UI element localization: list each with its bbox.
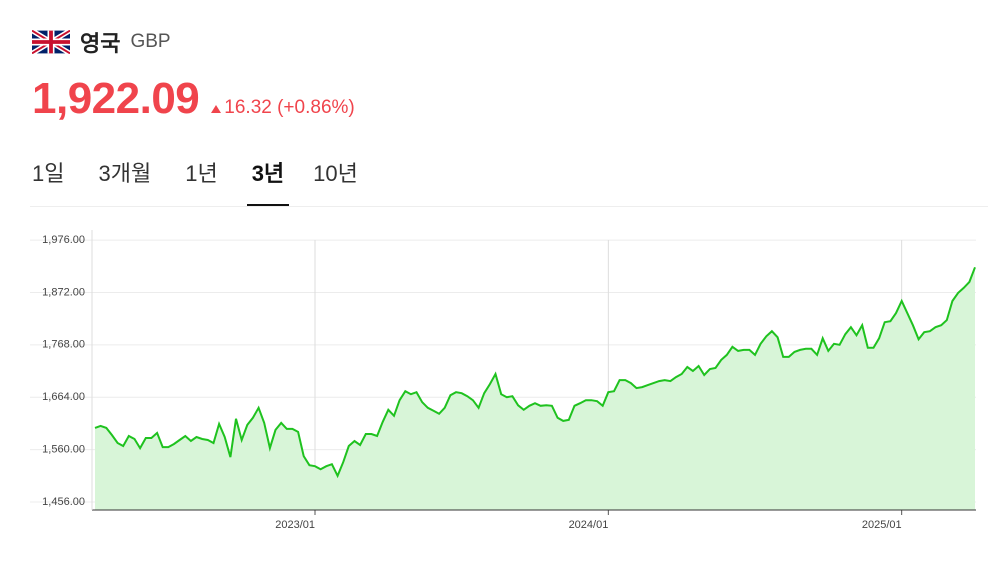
y-tick-label: 1,976.00 <box>42 234 85 246</box>
flag-icon <box>32 30 70 54</box>
period-tab[interactable]: 3개월 <box>98 161 152 186</box>
line <box>94 266 976 479</box>
header: 영국 GBP <box>32 26 171 58</box>
price-box: 1,922.09 16.32 (+0.86%) <box>32 74 355 124</box>
period-tabs: 1일 3개월 1년 3년 10년 <box>32 156 392 206</box>
y-tick-label: 1,872.00 <box>42 286 85 298</box>
period-tab[interactable]: 1년 <box>185 161 218 186</box>
y-tick-label: 1,560.00 <box>42 443 85 455</box>
x-tick-label: 2024/01 <box>569 519 609 531</box>
y-tick-label: 1,664.00 <box>42 391 85 403</box>
price: 1,922.09 <box>32 74 200 123</box>
x-tick-label: 2023/01 <box>275 519 315 531</box>
y-tick-label: 1,768.00 <box>42 339 85 351</box>
x-tick-label: 2025/01 <box>862 519 902 531</box>
area <box>95 267 975 510</box>
change-percent: (+0.86%) <box>277 97 355 118</box>
change-value: 16.32 <box>224 97 272 118</box>
y-tick-label: 1,456.00 <box>42 496 85 508</box>
period-tab[interactable]: 3년 <box>246 156 290 206</box>
country-name: 영국 <box>80 31 121 56</box>
period-tab[interactable]: 1일 <box>32 161 65 186</box>
period-tab[interactable]: 10년 <box>313 161 358 186</box>
currency-code: GBP <box>130 31 171 52</box>
up-arrow <box>211 105 222 113</box>
change: 16.32 (+0.86%) <box>211 97 355 119</box>
divider <box>30 206 988 207</box>
